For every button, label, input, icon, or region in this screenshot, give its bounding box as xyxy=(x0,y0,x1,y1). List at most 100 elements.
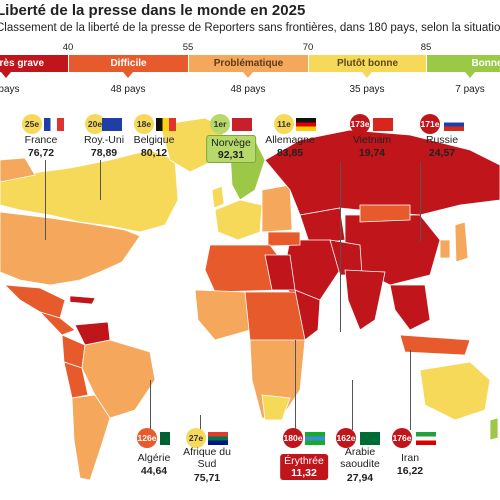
flag-norway-icon xyxy=(232,118,252,131)
region-southeast-asia xyxy=(389,284,431,331)
region-uk xyxy=(211,185,225,209)
leader-royuni xyxy=(100,160,101,200)
legend-scale: Très grave Difficile Problématique Plutô… xyxy=(0,55,500,72)
leader-algerie xyxy=(150,380,151,440)
region-usa xyxy=(0,211,141,286)
region-west-africa xyxy=(194,289,251,341)
flag-russia-icon xyxy=(444,118,464,131)
rank-badge-allemagne: 11e xyxy=(274,114,294,134)
country-score-vietnam: 19,74 xyxy=(358,147,386,159)
region-horn-africa xyxy=(294,289,321,341)
tick-85: 85 xyxy=(420,42,432,53)
flag-belgium-icon xyxy=(156,118,176,131)
region-korea xyxy=(439,239,451,259)
tick-40: 40 xyxy=(62,42,74,53)
leader-russie xyxy=(420,162,421,242)
map-title: Liberté de la presse dans le monde en 20… xyxy=(0,2,306,19)
flag-southafrica-icon xyxy=(208,432,228,445)
rank-badge-afriquesud: 27e xyxy=(186,428,206,448)
country-score-erythree: 11,32 xyxy=(291,467,317,479)
world-map xyxy=(0,117,500,481)
country-name-arabie: Arabie saoudite xyxy=(340,446,380,470)
rank-badge-erythree: 180e xyxy=(283,428,303,448)
rank-badge-royuni: 20e xyxy=(85,114,105,134)
country-score-france: 76,72 xyxy=(27,147,55,159)
flag-germany-icon xyxy=(296,118,316,131)
region-brazil xyxy=(81,339,156,419)
region-indonesia xyxy=(399,334,471,356)
leader-erythree xyxy=(295,340,296,430)
region-southcone xyxy=(71,394,111,481)
country-score-belgique: 80,12 xyxy=(140,147,168,159)
rank-badge-iran: 176e xyxy=(392,428,412,448)
leader-iran xyxy=(410,350,411,430)
country-name-belgique: Belgique xyxy=(133,134,175,146)
country-score-russie: 24,57 xyxy=(428,147,456,159)
band-tres-grave: Très grave xyxy=(0,55,68,72)
region-cuba xyxy=(69,295,96,305)
region-new-zealand xyxy=(489,417,499,441)
country-name-iran: Iran xyxy=(400,452,420,464)
region-canada xyxy=(0,149,179,233)
marker-bonne xyxy=(465,72,475,78)
rank-badge-norvege: 1er xyxy=(210,114,230,134)
country-name-algerie: Algérie xyxy=(137,452,171,464)
country-label-erythree: Érythrée 11,32 xyxy=(280,454,328,480)
country-score-norvege: 92,31 xyxy=(217,149,245,161)
flag-uk-icon xyxy=(102,118,122,131)
country-name-france: France xyxy=(24,134,58,146)
band-difficile: Difficile xyxy=(69,55,188,72)
flag-vietnam-icon xyxy=(373,118,393,131)
region-japan xyxy=(454,221,469,263)
country-name-vietnam: Vietnam xyxy=(352,134,392,146)
tick-55: 55 xyxy=(182,42,194,53)
country-score-allemagne: 83,85 xyxy=(276,147,304,159)
flag-eritrea-icon xyxy=(305,432,325,445)
count-bonne: 7 pays xyxy=(455,84,485,95)
band-plutot-bonne: Plutôt bonne xyxy=(309,55,426,72)
leader-france xyxy=(45,160,46,240)
leader-vietnam xyxy=(340,162,341,332)
flag-france-icon xyxy=(44,118,64,131)
rank-badge-arabie: 162e xyxy=(336,428,356,448)
tick-70: 70 xyxy=(302,42,314,53)
count-problematique: 48 pays xyxy=(230,84,266,95)
marker-difficile xyxy=(123,72,133,78)
country-score-iran: 16,22 xyxy=(396,465,424,477)
region-australia xyxy=(419,361,491,421)
region-alaska xyxy=(0,157,36,183)
rank-badge-vietnam: 173e xyxy=(350,114,370,134)
country-name-norvege: Norvège xyxy=(211,137,251,149)
rank-badge-russie: 171e xyxy=(420,114,440,134)
country-score-afriquesud: 75,71 xyxy=(193,472,221,484)
region-peru xyxy=(63,361,89,399)
flag-algeria-icon xyxy=(160,432,180,445)
rank-badge-algerie: 126e xyxy=(137,428,157,448)
country-name-afriquesud: Afrique du Sud xyxy=(183,446,231,470)
region-central-asia xyxy=(299,207,346,246)
band-bonne: Bonne xyxy=(427,55,500,72)
region-south-africa xyxy=(261,394,291,421)
count-plutot-bonne: 35 pays xyxy=(349,84,385,95)
rank-badge-france: 25e xyxy=(22,114,42,134)
region-mexico xyxy=(3,284,66,319)
region-mongolia xyxy=(359,204,411,223)
map-subtitle: Classement de la liberté de la presse de… xyxy=(0,22,500,34)
marker-plutot-bonne xyxy=(362,72,372,78)
country-name-royuni: Roy.-Uni xyxy=(83,134,125,146)
band-problematique: Problématique xyxy=(189,55,308,72)
leader-arabie xyxy=(352,380,353,430)
country-score-royuni: 78,89 xyxy=(90,147,118,159)
flag-iran-icon xyxy=(416,432,436,445)
region-central-america xyxy=(38,311,76,336)
count-difficile: 48 pays xyxy=(110,84,146,95)
country-name-russie: Russie xyxy=(425,134,459,146)
marker-problematique xyxy=(243,72,253,78)
country-score-algerie: 44,64 xyxy=(140,465,168,477)
marker-tres-grave xyxy=(1,72,11,78)
country-score-arabie: 27,94 xyxy=(346,472,374,484)
count-tres-grave: 42 pays xyxy=(0,84,20,95)
region-western-europe xyxy=(214,199,263,241)
scale-ticks: 40 55 70 85 xyxy=(0,42,500,54)
flag-saudi-icon xyxy=(360,432,380,445)
